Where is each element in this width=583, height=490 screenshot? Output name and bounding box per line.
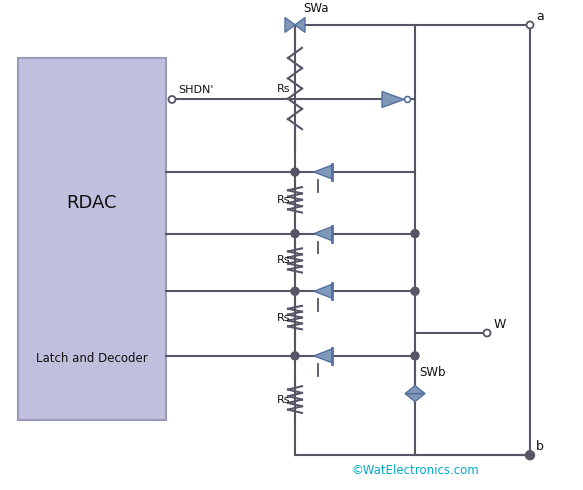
Circle shape [291, 168, 299, 176]
Circle shape [526, 22, 533, 28]
Circle shape [291, 287, 299, 295]
Polygon shape [314, 227, 332, 241]
Polygon shape [314, 284, 332, 298]
Polygon shape [314, 165, 332, 179]
Polygon shape [405, 393, 425, 402]
Text: SWa: SWa [303, 2, 328, 15]
Text: SWb: SWb [419, 366, 445, 379]
Polygon shape [295, 18, 305, 32]
Text: RDAC: RDAC [66, 194, 117, 212]
FancyBboxPatch shape [18, 58, 166, 420]
Text: W: W [494, 318, 507, 331]
Text: Rs: Rs [276, 255, 290, 266]
Circle shape [411, 230, 419, 238]
Text: Rs: Rs [276, 195, 290, 205]
Circle shape [411, 287, 419, 295]
Circle shape [405, 97, 410, 102]
Circle shape [168, 96, 175, 103]
Text: Rs: Rs [276, 313, 290, 322]
Circle shape [291, 230, 299, 238]
Polygon shape [285, 18, 295, 32]
Polygon shape [382, 92, 404, 107]
Text: a: a [536, 10, 544, 23]
Circle shape [411, 352, 419, 360]
Text: ©WatElectronics.com: ©WatElectronics.com [351, 464, 479, 477]
Circle shape [291, 352, 299, 360]
Text: SHDN': SHDN' [178, 85, 213, 96]
Text: Rs: Rs [276, 394, 290, 405]
Circle shape [525, 451, 535, 460]
Polygon shape [314, 349, 332, 363]
Circle shape [483, 329, 490, 337]
Text: Latch and Decoder: Latch and Decoder [36, 352, 148, 365]
Text: Rs: Rs [276, 83, 290, 94]
Text: b: b [536, 440, 544, 453]
Polygon shape [405, 386, 425, 393]
